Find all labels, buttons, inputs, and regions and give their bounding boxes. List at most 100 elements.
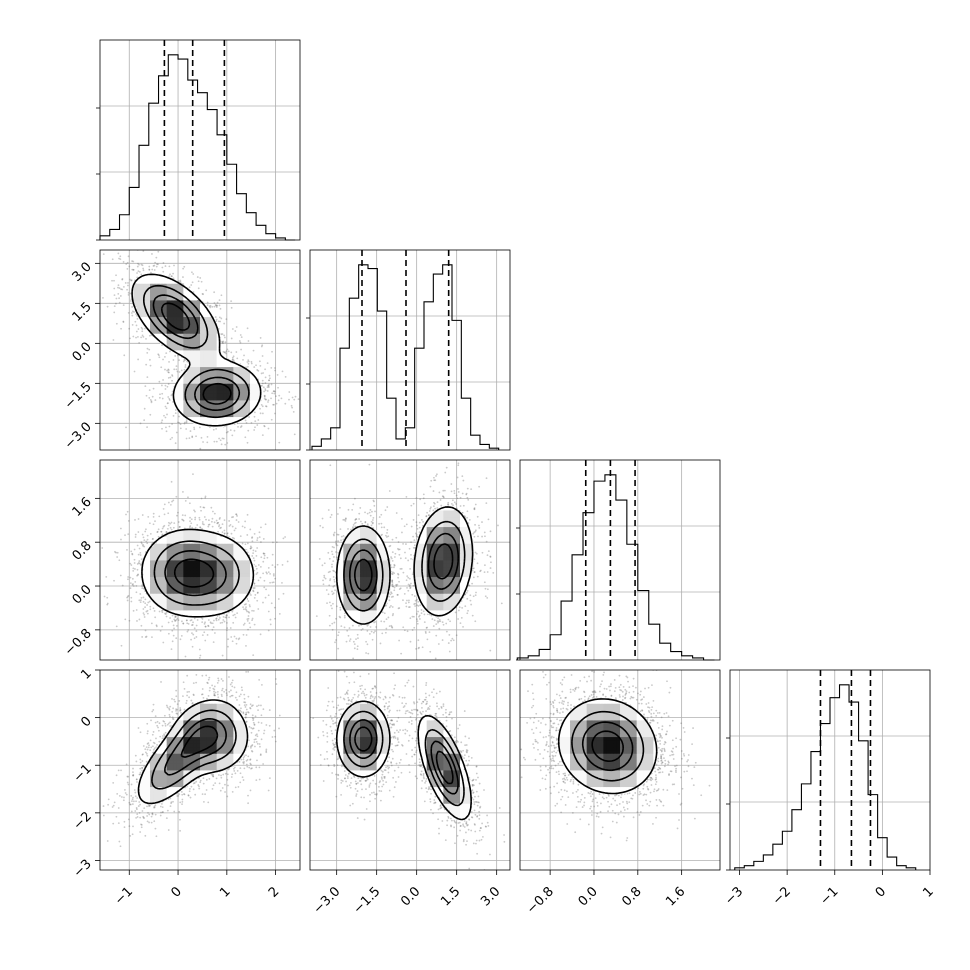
scatter-point [263, 424, 266, 427]
scatter-point [194, 510, 196, 513]
scatter-point [248, 611, 251, 614]
scatter-point [204, 621, 206, 624]
scatter-point [131, 306, 134, 308]
density-cell [146, 326, 151, 331]
scatter-point [142, 543, 144, 546]
scatter-point [272, 573, 275, 575]
scatter-point [262, 372, 265, 374]
scatter-point [252, 590, 255, 593]
density-cell [203, 336, 208, 341]
scatter-point [173, 627, 175, 630]
scatter-point [274, 395, 277, 398]
scatter-point [259, 633, 262, 636]
scatter-point [244, 608, 247, 610]
density-cell [186, 376, 191, 381]
density-cell [190, 410, 194, 414]
density-cell [216, 400, 221, 404]
scatter-point [241, 525, 244, 528]
density-cell [200, 383, 204, 388]
scatter-point [238, 340, 241, 342]
density-cell [136, 293, 141, 298]
density-cell [233, 393, 238, 398]
density-cell [200, 376, 204, 381]
density-cell [146, 300, 151, 304]
scatter-point [169, 350, 171, 353]
scatter-point [286, 560, 289, 563]
density-cell [250, 380, 254, 384]
scatter-point [102, 297, 104, 299]
density-cell [136, 306, 141, 311]
density-cell [206, 350, 211, 354]
density-cell [206, 360, 211, 364]
scatter-point [242, 624, 245, 626]
density-cell [150, 310, 154, 314]
scatter-point [267, 384, 269, 387]
density-cell [210, 320, 214, 324]
density-cell [156, 330, 161, 334]
scatter-point [146, 376, 149, 379]
scatter-point [230, 337, 233, 340]
density-cell [196, 356, 201, 361]
scatter-point [224, 351, 226, 354]
density-cell [220, 396, 224, 401]
density-cell [226, 366, 231, 371]
panel-grid [520, 460, 720, 660]
density-cell [170, 340, 174, 344]
scatter-point [186, 630, 189, 633]
scatter-point [145, 635, 148, 638]
scatter-point [179, 638, 182, 641]
density-cell [183, 320, 188, 324]
scatter-point [235, 513, 238, 516]
scatter-point [171, 379, 173, 382]
scatter-point [130, 596, 133, 599]
density-cell [230, 393, 234, 398]
scatter-point [156, 530, 159, 533]
density-cell [210, 373, 214, 378]
density-cell [203, 373, 208, 378]
scatter-point [137, 328, 140, 330]
density-cell [180, 346, 184, 351]
scatter-point [177, 354, 179, 357]
scatter-point [143, 616, 146, 618]
scatter-point [147, 515, 150, 518]
scatter-point [230, 636, 233, 638]
density-cell [173, 306, 178, 311]
scatter-point [168, 399, 171, 401]
scatter-point [95, 268, 97, 270]
scatter-point [243, 603, 246, 606]
scatter-point [193, 627, 196, 630]
scatter-point [244, 436, 247, 439]
density-cell [206, 410, 211, 414]
density-cell [153, 313, 158, 318]
scatter-point [132, 268, 135, 271]
density-cell [150, 313, 154, 318]
density-cell [170, 316, 174, 321]
scatter-point [244, 419, 247, 422]
density-cell [196, 343, 201, 348]
density-cell [213, 420, 218, 424]
scatter-point [125, 513, 127, 516]
density-cell [213, 340, 218, 344]
density-cell [213, 373, 218, 378]
scatter-point [202, 293, 205, 296]
scatter-point [247, 429, 250, 432]
scatter-point [189, 619, 192, 622]
scatter-point [130, 312, 133, 314]
density-cell [253, 380, 258, 384]
density-cell [253, 376, 258, 381]
density-cell [143, 300, 148, 304]
density-cell [240, 396, 244, 401]
density-cell [226, 373, 231, 378]
density-cell [210, 413, 214, 418]
scatter-point [267, 385, 270, 387]
density-cell [230, 396, 234, 401]
scatter-point [148, 268, 151, 271]
scatter-point [231, 434, 234, 437]
density-cell [236, 413, 241, 418]
scatter-point [126, 261, 129, 264]
density-cell [136, 286, 141, 291]
density-cell [203, 346, 208, 351]
density-cell [223, 386, 228, 391]
scatter-point [184, 364, 187, 366]
density-cell [186, 350, 191, 354]
